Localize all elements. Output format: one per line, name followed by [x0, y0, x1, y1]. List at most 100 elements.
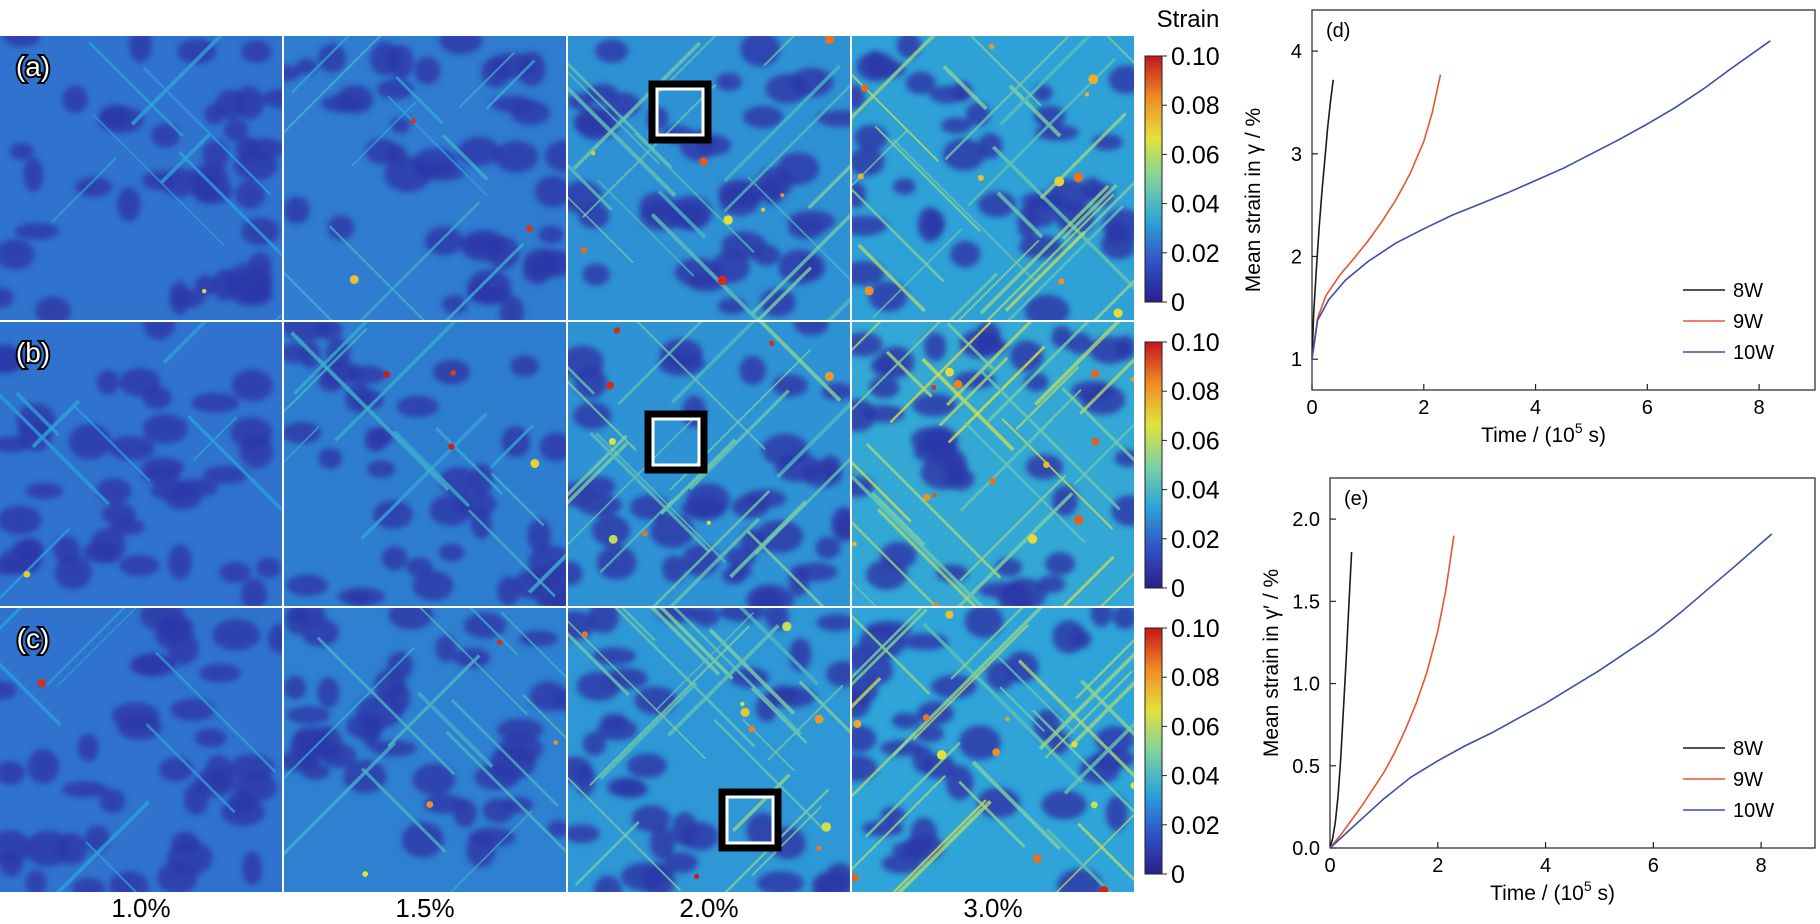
- plot-frame: [1329, 477, 1816, 849]
- strain-map-2-1: [284, 608, 566, 892]
- strain-hotspot: [945, 367, 954, 377]
- y-axis-label: Mean strain in γ′ / %: [1260, 569, 1283, 757]
- strain-hotspot: [748, 725, 755, 733]
- strain-hotspot: [1091, 369, 1100, 378]
- strain-hotspot: [977, 174, 984, 181]
- strain-map-grid: (a)(a)(b)(b)(c)(c)1.0% 1.5% 2.0% 3.0%: [0, 36, 1134, 923]
- panel-label: (d): [1326, 20, 1350, 42]
- column-label-3: 3.0%: [963, 893, 1022, 923]
- precipitate-pattern: [0, 322, 282, 606]
- strain-hotspot: [853, 719, 862, 728]
- precipitate-pattern: [0, 608, 282, 892]
- strain-hotspot: [410, 118, 417, 124]
- series-line-9w: [1329, 535, 1455, 849]
- colorbar-tick-label: 0.04: [1171, 477, 1220, 505]
- y-tick-label: 1.0: [1292, 674, 1320, 696]
- x-tick-label: 2: [1432, 855, 1443, 877]
- colorbar-tick-label: 0.04: [1171, 191, 1220, 219]
- strain-band-pattern: [568, 322, 850, 606]
- strain-hotspot: [450, 369, 457, 376]
- strain-hotspot: [37, 678, 46, 688]
- strain-band-pattern: [568, 608, 850, 892]
- colorbar-tick-label: 0.02: [1171, 240, 1220, 268]
- y-tick-label: 2.0: [1292, 509, 1320, 531]
- strain-band-pattern: [852, 608, 1134, 892]
- legend-label-8w: 8W: [1733, 280, 1763, 302]
- colorbar-tick-label: 0.10: [1171, 329, 1220, 357]
- chart-panel-e: 0 2 4 6 8 0.0 0.5 1.0 1.5 2.0 Time / (105 s) Mean s…: [1260, 477, 1816, 905]
- strain-band-pattern: [284, 36, 536, 320]
- strain-hotspot: [821, 822, 832, 832]
- strain-hotspot: [1084, 92, 1090, 97]
- strain-hotspot: [824, 371, 834, 381]
- strain-hotspot: [525, 225, 533, 233]
- strain-hotspot: [581, 631, 588, 638]
- strain-hotspot: [1130, 376, 1134, 382]
- y-tick-label: 1: [1291, 349, 1302, 371]
- strain-hotspot: [1090, 801, 1098, 809]
- strain-hotspot: [768, 340, 775, 346]
- row-label-0: (a): [16, 51, 50, 82]
- x-axis-label: Time / (105 s): [1481, 420, 1606, 447]
- strain-hotspot: [864, 286, 874, 296]
- colorbar-tick-label: 0.06: [1171, 713, 1220, 741]
- colorbar-tick-label: 0.06: [1171, 427, 1220, 455]
- precipitate-pattern: [852, 36, 1134, 320]
- colorbar-tick-label: 0: [1171, 575, 1185, 603]
- strain-hotspot: [496, 639, 503, 646]
- strain-hotspot: [1005, 717, 1010, 722]
- colorbar-tick-label: 0.02: [1171, 812, 1220, 840]
- strain-hotspot: [23, 570, 31, 578]
- strain-hotspot: [857, 173, 864, 180]
- strain-hotspot: [945, 610, 954, 619]
- strain-hotspot: [590, 150, 596, 156]
- precipitate-pattern: [852, 608, 1134, 892]
- row-label-text-0: (a): [16, 51, 50, 82]
- strain-map-1-0: [0, 322, 282, 606]
- strain-hotspot: [426, 801, 434, 808]
- strain-hotspot: [860, 84, 869, 92]
- highlight-box: [648, 80, 712, 144]
- highlight-box-inner: [655, 87, 705, 137]
- strain-map-background: [852, 36, 1134, 320]
- x-tick-label: 4: [1530, 397, 1541, 419]
- strain-map-0-0: [0, 36, 282, 320]
- strain-band-pattern: [284, 608, 566, 892]
- row-label-2: (c): [17, 623, 50, 654]
- strain-map-1-2: [568, 322, 850, 606]
- x-tick-label: 8: [1756, 855, 1767, 877]
- panel-label: (e): [1344, 488, 1368, 510]
- colorbar-tick-label: 0.06: [1171, 141, 1220, 169]
- strain-hotspot: [1099, 885, 1109, 892]
- strain-map-2-3: [852, 608, 1134, 892]
- y-tick-label: 0.0: [1292, 838, 1320, 860]
- strain-hotspot: [933, 602, 939, 606]
- strain-hotspot: [608, 534, 618, 544]
- highlight-box-inner: [725, 795, 775, 845]
- y-tick-label: 2: [1291, 246, 1302, 268]
- x-tick-label: 0: [1324, 855, 1335, 877]
- row-label-text-1: (b): [16, 337, 50, 368]
- strain-hotspot: [816, 845, 822, 851]
- colorbar-tick-label: 0.04: [1171, 763, 1220, 791]
- strain-band-pattern: [0, 322, 282, 600]
- colorbar-0: [1144, 55, 1163, 303]
- strain-hotspot: [723, 215, 733, 225]
- series-line-10w: [1311, 40, 1771, 360]
- y-tick-label: 0.5: [1292, 756, 1320, 778]
- strain-hotspot: [1032, 854, 1042, 864]
- strain-hotspot: [922, 714, 930, 722]
- y-tick-label: 4: [1291, 41, 1302, 63]
- row-label-text-2: (c): [17, 623, 50, 654]
- strain-band-pattern: [51, 36, 282, 320]
- strain-hotspot: [699, 157, 708, 166]
- strain-hotspot: [717, 275, 728, 286]
- x-tick-label: 6: [1642, 397, 1653, 419]
- strain-map-2-0: [0, 608, 282, 892]
- strain-hotspot: [953, 379, 963, 389]
- series-line-8w: [1311, 79, 1334, 360]
- strain-hotspot: [605, 381, 615, 390]
- strain-hotspot: [706, 520, 711, 525]
- column-label-1: 1.5%: [395, 893, 454, 923]
